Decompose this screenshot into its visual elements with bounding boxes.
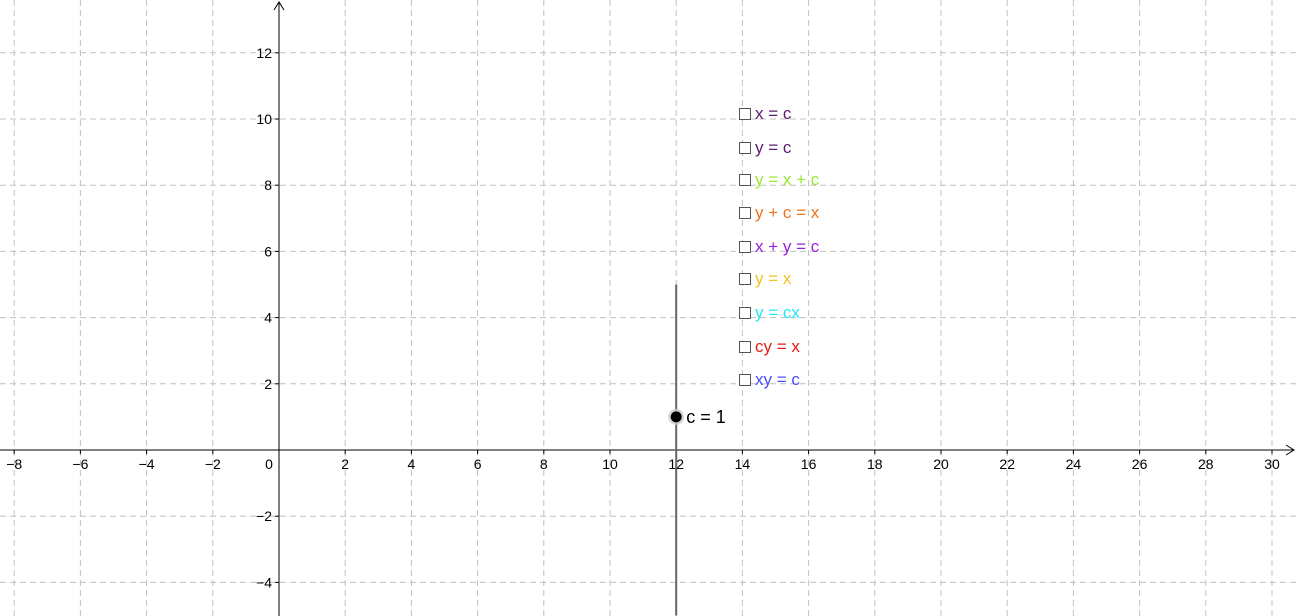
- x-tick-label: −2: [205, 456, 221, 472]
- checkbox-row[interactable]: y = c: [739, 138, 791, 158]
- checkbox-row[interactable]: y = cx: [739, 303, 800, 323]
- y-tick-label: 2: [264, 376, 272, 392]
- slider-handle[interactable]: [670, 411, 682, 423]
- x-axis-arrow: [1285, 444, 1295, 456]
- x-tick-label: 18: [867, 456, 883, 472]
- x-tick-label: 20: [933, 456, 949, 472]
- x-tick-label: −6: [72, 456, 88, 472]
- x-tick-label: 22: [999, 456, 1015, 472]
- x-tick-label: 26: [1132, 456, 1148, 472]
- checkbox[interactable]: [739, 174, 751, 186]
- tick-labels: −8−6−4−2024681012141618202224262830−4−22…: [6, 45, 1280, 591]
- checkbox-label: y + c = x: [755, 203, 820, 222]
- checkbox[interactable]: [739, 273, 751, 285]
- x-tick-label: −4: [139, 456, 155, 472]
- checkbox-label: x = c: [755, 104, 792, 123]
- checkbox-row[interactable]: x = c: [739, 104, 791, 124]
- y-tick-label: 6: [264, 243, 272, 259]
- checkbox-row[interactable]: x + y = c: [739, 237, 819, 257]
- x-tick-label: 24: [1066, 456, 1082, 472]
- checkbox-label: x + y = c: [755, 237, 820, 256]
- y-tick-label: 4: [264, 310, 272, 326]
- y-axis-arrow: [273, 1, 285, 11]
- checkbox-label: cy = x: [755, 337, 800, 356]
- x-tick-label: 16: [801, 456, 817, 472]
- checkbox[interactable]: [739, 307, 751, 319]
- y-tick-label: −4: [256, 574, 272, 590]
- x-tick-label: 14: [735, 456, 751, 472]
- y-tick-label: 8: [264, 177, 272, 193]
- y-tick-label: 10: [256, 111, 272, 127]
- slider-value-label: c = 1: [686, 407, 726, 427]
- checkbox-label: y = cx: [755, 303, 800, 322]
- x-tick-label: 28: [1198, 456, 1214, 472]
- y-tick-label: 12: [256, 45, 272, 61]
- checkbox[interactable]: [739, 374, 751, 386]
- checkbox-label: y = x: [755, 269, 792, 288]
- x-tick-label: 30: [1264, 456, 1280, 472]
- y-tick-label: −2: [256, 508, 272, 524]
- checkbox-row[interactable]: y = x: [739, 269, 791, 289]
- checkbox[interactable]: [739, 108, 751, 120]
- x-tick-label: 2: [341, 456, 349, 472]
- slider-c[interactable]: c = 1: [668, 284, 726, 616]
- checkbox-row[interactable]: y + c = x: [739, 203, 819, 223]
- x-tick-label: −8: [6, 456, 22, 472]
- checkbox-label: y = x + c: [755, 170, 820, 189]
- checkbox[interactable]: [739, 207, 751, 219]
- x-tick-label: 6: [474, 456, 482, 472]
- checkbox[interactable]: [739, 142, 751, 154]
- checkbox[interactable]: [739, 341, 751, 353]
- checkbox-row[interactable]: y = x + c: [739, 170, 819, 190]
- x-tick-label: 0: [265, 456, 273, 472]
- x-tick-label: 8: [540, 456, 548, 472]
- checkbox-label: xy = c: [755, 370, 800, 389]
- checkbox-label: y = c: [755, 138, 792, 157]
- checkbox-row[interactable]: xy = c: [739, 370, 800, 390]
- checkbox[interactable]: [739, 241, 751, 253]
- x-tick-label: 4: [408, 456, 416, 472]
- x-tick-label: 10: [602, 456, 618, 472]
- checkbox-row[interactable]: cy = x: [739, 337, 800, 357]
